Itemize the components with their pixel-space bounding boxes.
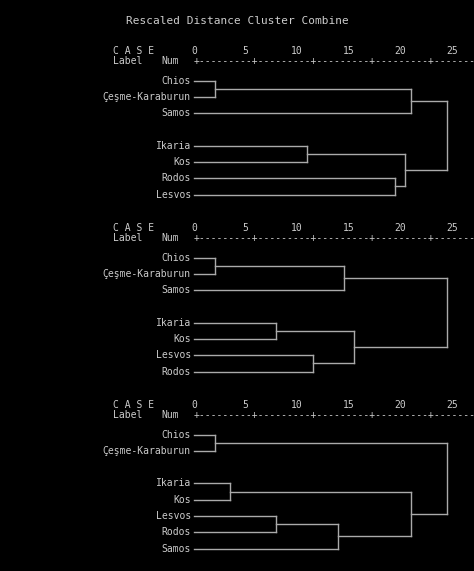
- Text: 5: 5: [243, 46, 248, 57]
- Text: 15: 15: [343, 400, 355, 411]
- Text: Kos: Kos: [173, 157, 191, 167]
- Text: 0: 0: [191, 400, 197, 411]
- Text: Label: Label: [113, 233, 143, 243]
- Text: Chios: Chios: [162, 252, 191, 263]
- Text: 0: 0: [191, 223, 197, 234]
- Text: 15: 15: [343, 223, 355, 234]
- Text: Ikaria: Ikaria: [155, 478, 191, 489]
- Text: +---------+---------+---------+---------+---------+: +---------+---------+---------+---------…: [194, 410, 474, 420]
- Text: Kos: Kos: [173, 494, 191, 505]
- Text: Samos: Samos: [162, 285, 191, 295]
- Text: 10: 10: [291, 223, 303, 234]
- Text: 25: 25: [446, 223, 458, 234]
- Text: Num: Num: [161, 56, 179, 66]
- Text: Chios: Chios: [162, 75, 191, 86]
- Text: Rodos: Rodos: [162, 367, 191, 377]
- Text: +---------+---------+---------+---------+---------+: +---------+---------+---------+---------…: [194, 233, 474, 243]
- Text: 10: 10: [291, 400, 303, 411]
- Text: Ikaria: Ikaria: [155, 140, 191, 151]
- Text: C A S E: C A S E: [113, 223, 155, 234]
- Text: Lesvos: Lesvos: [155, 350, 191, 360]
- Text: Çeşme-Karaburun: Çeşme-Karaburun: [103, 92, 191, 102]
- Text: Rescaled Distance Cluster Combine: Rescaled Distance Cluster Combine: [126, 15, 348, 26]
- Text: 20: 20: [394, 400, 406, 411]
- Text: 25: 25: [446, 400, 458, 411]
- Text: Num: Num: [161, 410, 179, 420]
- Text: 20: 20: [394, 223, 406, 234]
- Text: 15: 15: [343, 46, 355, 57]
- Text: Num: Num: [161, 233, 179, 243]
- Text: C A S E: C A S E: [113, 46, 155, 57]
- Text: Samos: Samos: [162, 108, 191, 118]
- Text: Çeşme-Karaburun: Çeşme-Karaburun: [103, 446, 191, 456]
- Text: Çeşme-Karaburun: Çeşme-Karaburun: [103, 269, 191, 279]
- Text: 5: 5: [243, 223, 248, 234]
- Text: Ikaria: Ikaria: [155, 317, 191, 328]
- Text: 25: 25: [446, 46, 458, 57]
- Text: Label: Label: [113, 56, 143, 66]
- Text: Kos: Kos: [173, 334, 191, 344]
- Text: Lesvos: Lesvos: [155, 190, 191, 200]
- Text: 5: 5: [243, 400, 248, 411]
- Text: +---------+---------+---------+---------+---------+: +---------+---------+---------+---------…: [194, 56, 474, 66]
- Text: Rodos: Rodos: [162, 527, 191, 537]
- Text: Samos: Samos: [162, 544, 191, 554]
- Text: 20: 20: [394, 46, 406, 57]
- Text: Lesvos: Lesvos: [155, 511, 191, 521]
- Text: C A S E: C A S E: [113, 400, 155, 411]
- Text: Chios: Chios: [162, 429, 191, 440]
- Text: Label: Label: [113, 410, 143, 420]
- Text: 10: 10: [291, 46, 303, 57]
- Text: 0: 0: [191, 46, 197, 57]
- Text: Rodos: Rodos: [162, 173, 191, 183]
